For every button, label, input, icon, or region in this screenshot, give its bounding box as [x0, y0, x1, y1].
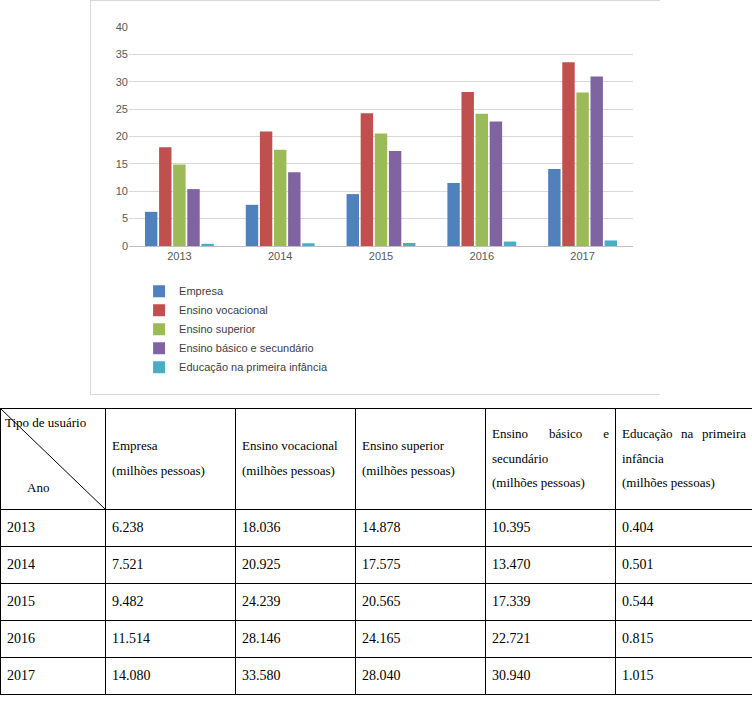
html-text:Ensino vocacional: Ensino vocacional — [242, 438, 338, 454]
html-text:33.580: 33.580 — [242, 667, 281, 683]
html-text:Ano: Ano — [27, 480, 50, 496]
svg-text:2015: 2015 — [369, 250, 393, 262]
html-text:(milhões pessoas): (milhões pessoas) — [492, 475, 585, 491]
svg-text:35: 35 — [116, 48, 128, 60]
html-text:Ensino superior: Ensino superior — [362, 438, 444, 454]
html-text:Ensino básico e secundário: Ensino básico e secundário — [492, 426, 609, 466]
svg-text:15: 15 — [116, 158, 128, 170]
html-text:1.015: 1.015 — [622, 667, 654, 683]
html-text:Educação na primeira infância: Educação na primeira infância — [622, 426, 746, 466]
html-text:9.482: 9.482 — [112, 593, 144, 609]
html-text:18.036: 18.036 — [242, 519, 281, 535]
html-text:(milhões pessoas): (milhões pessoas) — [622, 475, 715, 491]
html-text:24.165: 24.165 — [362, 630, 401, 646]
svg-text:30: 30 — [116, 76, 128, 88]
html-text:6.238: 6.238 — [112, 519, 144, 535]
html-text:2015: 2015 — [7, 593, 35, 609]
html-text:20.925: 20.925 — [242, 556, 281, 572]
html-text:0.501: 0.501 — [622, 556, 654, 572]
html-text:14.878: 14.878 — [362, 519, 401, 535]
html-text:(milhões pessoas): (milhões pessoas) — [362, 463, 455, 478]
html-text:22.721: 22.721 — [492, 630, 531, 646]
html-text:10.395: 10.395 — [492, 519, 531, 535]
html-text:20.565: 20.565 — [362, 593, 401, 609]
svg-text:40: 40 — [116, 21, 128, 33]
html-text:(milhões pessoas): (milhões pessoas) — [242, 463, 335, 478]
svg-text:10: 10 — [116, 185, 128, 197]
html-text:28.146: 28.146 — [242, 630, 281, 646]
svg-text:2016: 2016 — [470, 250, 494, 262]
html-text:Empresa: Empresa — [112, 438, 158, 454]
svg-text:2013: 2013 — [167, 250, 191, 262]
svg-text:2017: 2017 — [570, 250, 594, 262]
svg-text:Ensino básico e secundário: Ensino básico e secundário — [179, 342, 314, 354]
svg-text:Empresa: Empresa — [179, 285, 224, 297]
html-text:24.239: 24.239 — [242, 593, 281, 609]
html-text:2017: 2017 — [7, 667, 35, 683]
html-text:13.470: 13.470 — [492, 556, 531, 572]
html-text:0.815: 0.815 — [622, 630, 654, 646]
svg-text:Ensino superior: Ensino superior — [179, 323, 256, 335]
svg-text:2014: 2014 — [268, 250, 292, 262]
svg-text:5: 5 — [122, 212, 128, 224]
svg-text:Ensino vocacional: Ensino vocacional — [179, 304, 268, 316]
svg-text:Educação na primeira infância: Educação na primeira infância — [179, 361, 328, 373]
html-text:7.521: 7.521 — [112, 556, 144, 572]
html-text:2013: 2013 — [7, 519, 35, 535]
html-text:17.339: 17.339 — [492, 593, 531, 609]
html-text:Tipo de usuário: Tipo de usuário — [5, 415, 87, 430]
html-text:30.940: 30.940 — [492, 667, 531, 683]
html-text:2016: 2016 — [7, 630, 35, 646]
html-text:11.514: 11.514 — [112, 630, 150, 646]
svg-text:0: 0 — [122, 240, 128, 252]
html-text:14.080: 14.080 — [112, 667, 151, 683]
html-text:17.575: 17.575 — [362, 556, 401, 572]
html-text:0.544: 0.544 — [622, 593, 654, 609]
html-text:(milhões pessoas): (milhões pessoas) — [112, 463, 205, 478]
svg-text:20: 20 — [116, 130, 128, 142]
html-text:0.404: 0.404 — [622, 519, 654, 535]
html-text:28.040: 28.040 — [362, 667, 401, 683]
svg-text:25: 25 — [116, 103, 128, 115]
html-text:2014: 2014 — [7, 556, 35, 572]
